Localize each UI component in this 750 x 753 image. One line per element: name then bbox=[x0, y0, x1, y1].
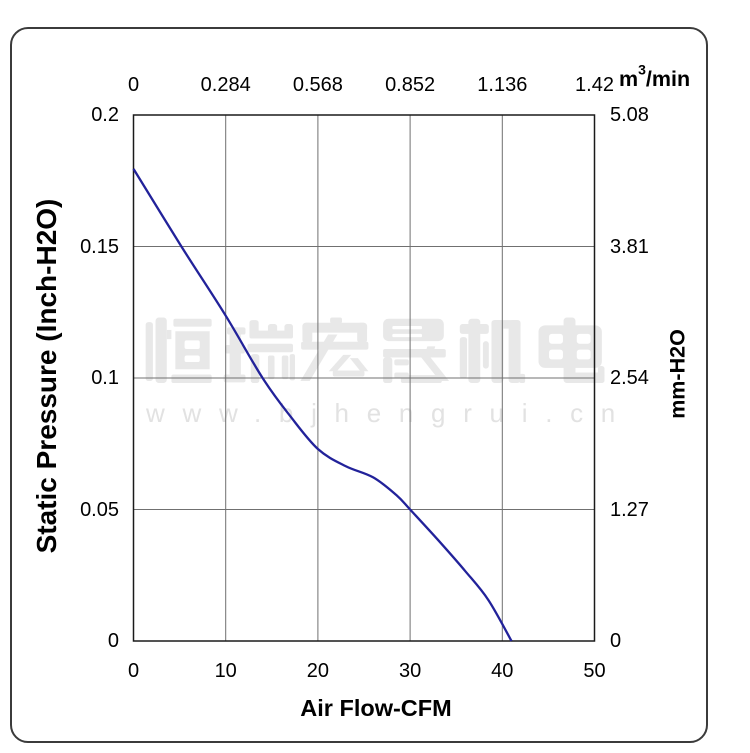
svg-text:www.bjhengrui.cn: www.bjhengrui.cn bbox=[145, 398, 633, 428]
